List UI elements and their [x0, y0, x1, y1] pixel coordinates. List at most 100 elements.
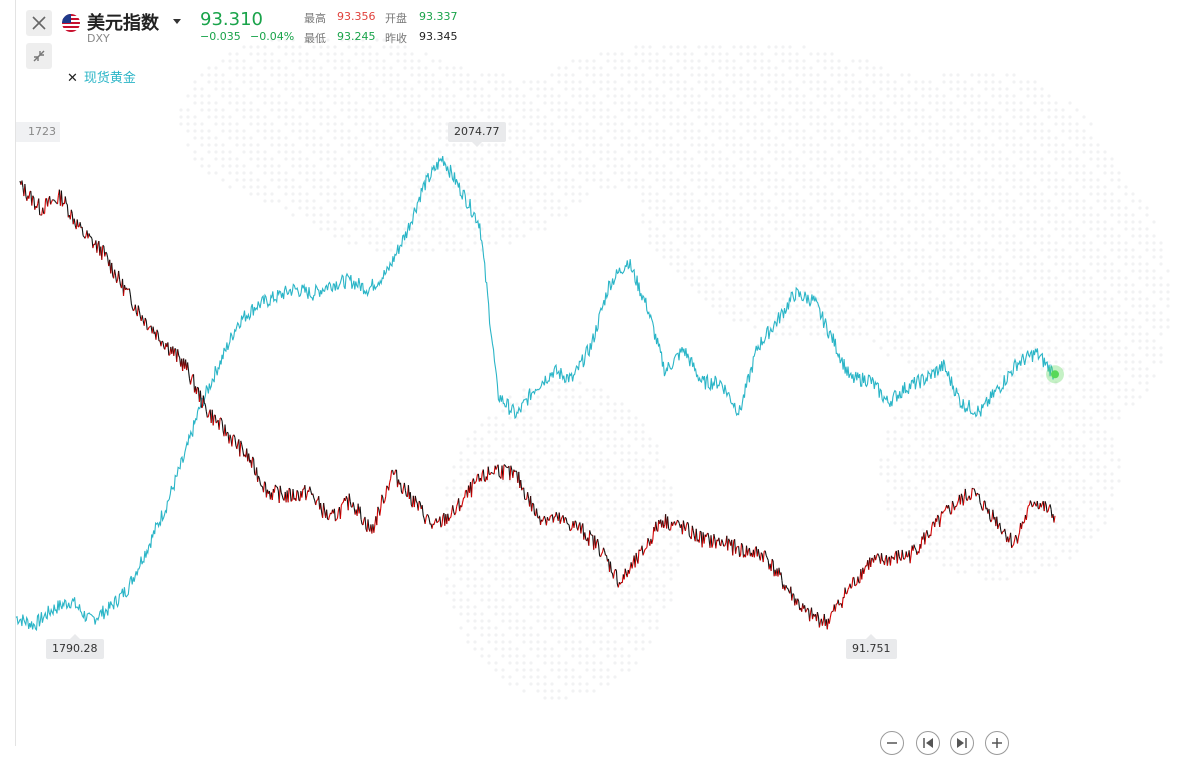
dxy-series-segment [67, 204, 68, 217]
step-forward-button[interactable] [950, 731, 974, 755]
dxy-series-segment [952, 501, 953, 514]
dxy-series-segment [237, 444, 238, 449]
dxy-series-segment [569, 525, 570, 531]
dxy-series-segment [771, 559, 772, 571]
dxy-series-segment [346, 496, 347, 499]
dxy-series-segment [696, 529, 697, 542]
dxy-series-segment [225, 425, 226, 437]
dxy-series-segment [613, 572, 614, 579]
dxy-series-segment [1054, 516, 1055, 523]
collapse-arrows-icon [26, 43, 52, 69]
dxy-series-segment [133, 310, 134, 311]
dxy-series-segment [793, 594, 794, 595]
dxy-series-segment [656, 522, 657, 531]
dxy-series-segment [604, 548, 605, 551]
dxy-series-segment [1019, 533, 1020, 537]
dxy-series-segment [363, 520, 364, 526]
dxy-series-segment [743, 545, 744, 557]
dxy-series-segment [1002, 531, 1003, 534]
dxy-series-segment [58, 195, 59, 204]
dxy-series-segment [1050, 504, 1051, 509]
dxy-series-segment [1013, 545, 1014, 546]
dxy-series-segment [188, 362, 189, 371]
dxy-series-segment [967, 498, 968, 501]
dxy-series-segment [32, 196, 33, 206]
dxy-series-segment [131, 304, 132, 308]
dxy-series-segment [77, 219, 78, 227]
remove-compare-button[interactable]: ✕ [67, 71, 78, 86]
dxy-series-segment [601, 554, 602, 557]
dxy-series-segment [403, 488, 404, 494]
dxy-series-segment [498, 465, 499, 477]
dxy-series-segment [316, 500, 317, 505]
close-button[interactable] [26, 10, 52, 36]
dxy-series-segment [50, 196, 51, 204]
dxy-series-segment [971, 488, 972, 498]
zoom-in-button[interactable] [985, 731, 1009, 755]
dxy-series-segment [838, 600, 839, 606]
dxy-series-segment [313, 494, 314, 498]
chevron-down-icon[interactable] [173, 19, 181, 24]
dxy-series-segment [602, 552, 603, 554]
dxy-series-segment [178, 349, 179, 355]
dxy-series-segment [385, 497, 386, 502]
dxy-series-segment [476, 475, 477, 481]
gold-series-line [16, 156, 1055, 630]
dxy-series-segment [537, 509, 538, 517]
dxy-series-segment [418, 501, 419, 511]
dxy-series-segment [668, 516, 669, 528]
dxy-series-segment [119, 271, 120, 280]
dxy-series-segment [66, 204, 67, 205]
dxy-series-segment [974, 489, 975, 492]
dxy-series-segment [940, 518, 941, 527]
zoom-out-button[interactable] [880, 731, 904, 755]
dxy-series-segment [945, 509, 946, 511]
dxy-series-segment [767, 558, 768, 560]
dxy-series-segment [457, 503, 458, 506]
step-back-button[interactable] [916, 731, 940, 755]
dxy-series-segment [102, 245, 103, 259]
dxy-series-segment [646, 548, 647, 549]
dxy-series-segment [386, 486, 387, 497]
dxy-series-segment [410, 492, 411, 505]
dxy-series-segment [972, 488, 973, 489]
collapse-button[interactable] [26, 43, 52, 69]
dxy-series-segment [204, 403, 205, 405]
dxy-series-segment [842, 597, 843, 608]
dxy-series-segment [207, 417, 208, 418]
dxy-series-segment [556, 512, 557, 516]
dxy-series-segment [1046, 505, 1047, 513]
dxy-series-segment [337, 511, 338, 519]
dxy-series-segment [261, 485, 262, 487]
dxy-series-segment [949, 505, 950, 510]
dxy-series-segment [1000, 523, 1001, 530]
dxy-series-segment [296, 490, 297, 501]
dxy-series-segment [933, 522, 934, 523]
dxy-series-segment [737, 547, 738, 548]
dxy-series-segment [951, 514, 952, 515]
dxy-series-segment [506, 467, 507, 468]
dxy-series-segment [334, 509, 335, 521]
dxy-series-segment [293, 489, 294, 500]
dxy-series-segment [52, 200, 53, 203]
dxy-series-segment [115, 270, 116, 276]
dxy-series-segment [652, 540, 653, 544]
dxy-series-segment [852, 578, 853, 588]
dxy-series-segment [106, 252, 107, 253]
dxy-series-segment [25, 184, 26, 196]
dxy-series-segment [699, 531, 700, 542]
dxy-series-segment [307, 491, 308, 496]
dxy-series-segment [658, 520, 659, 532]
dxy-series-segment [676, 523, 677, 525]
dxy-series-segment [914, 545, 915, 548]
dxy-series-segment [578, 525, 579, 531]
dxy-series-segment [405, 491, 406, 496]
dxy-series-segment [610, 562, 611, 573]
dxy-series-segment [716, 540, 717, 549]
dxy-series-segment [380, 508, 381, 516]
compare-series-label: 现货黄金 [84, 67, 136, 86]
dxy-series-segment [1005, 529, 1006, 535]
dxy-series-segment [235, 437, 236, 445]
dxy-series-segment [805, 605, 806, 612]
